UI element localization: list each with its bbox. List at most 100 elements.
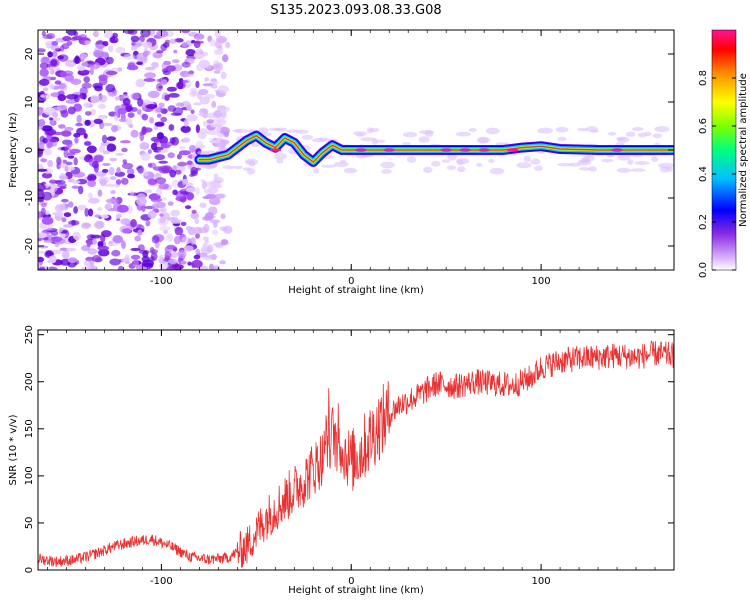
halo-blob <box>534 165 544 171</box>
noise-blob <box>103 30 113 39</box>
halo-blob <box>286 129 300 133</box>
noise-blob <box>155 177 167 185</box>
noise-blob <box>67 166 75 171</box>
halo-blob <box>632 127 644 131</box>
noise-blob <box>77 34 87 39</box>
noise-blob <box>140 30 151 38</box>
noise-blob <box>92 30 99 38</box>
noise-blob <box>174 38 184 43</box>
noise-blob <box>111 249 121 257</box>
noise-blob <box>64 61 76 68</box>
halo-blob <box>245 158 258 166</box>
snr-plot-area <box>38 330 674 570</box>
noise-blob <box>201 180 207 190</box>
noise-blob <box>121 228 131 234</box>
noise-blob <box>219 260 227 265</box>
noise-blob <box>101 230 112 238</box>
noise-blob <box>137 229 143 236</box>
halo-blob <box>374 139 386 143</box>
noise-blob <box>127 112 135 118</box>
noise-blob <box>42 87 49 92</box>
noise-blob <box>66 247 77 252</box>
noise-blob <box>198 59 210 69</box>
noise-blob <box>65 99 78 104</box>
spectrogram-xtick-label-1: 0 <box>348 276 354 287</box>
noise-blob <box>94 214 101 218</box>
noise-blob <box>98 114 108 119</box>
noise-blob <box>124 254 130 262</box>
noise-blob <box>170 112 182 116</box>
spectrogram-ridge <box>194 130 674 167</box>
noise-blob <box>202 83 214 87</box>
noise-blob <box>130 92 140 100</box>
noise-blob <box>139 132 145 142</box>
noise-blob <box>87 175 92 182</box>
noise-blob <box>39 118 45 127</box>
halo-blob <box>423 166 433 174</box>
noise-blob <box>38 256 45 263</box>
noise-blob <box>83 76 90 83</box>
halo-blob <box>617 154 631 161</box>
noise-blob <box>158 165 170 174</box>
noise-blob <box>43 226 53 231</box>
noise-blob <box>182 179 187 186</box>
noise-blob <box>93 118 103 125</box>
noise-blob <box>64 126 74 132</box>
halo-blob <box>301 134 314 140</box>
noise-blob <box>179 80 189 83</box>
noise-blob <box>60 130 72 137</box>
noise-blob <box>216 133 225 137</box>
halo-blob <box>257 127 269 134</box>
noise-blob <box>164 39 170 45</box>
noise-blob <box>180 260 187 265</box>
halo-blob <box>557 136 567 142</box>
noise-blob <box>100 214 109 219</box>
noise-blob <box>38 232 48 239</box>
noise-blob <box>151 235 160 244</box>
noise-blob <box>130 191 135 197</box>
noise-blob <box>220 106 231 113</box>
noise-blob <box>210 123 220 128</box>
noise-blob <box>206 119 215 124</box>
noise-blob <box>142 50 149 58</box>
noise-blob <box>72 231 81 241</box>
noise-blob <box>139 142 150 150</box>
noise-blob <box>194 218 200 225</box>
noise-blob <box>146 128 151 133</box>
noise-blob <box>142 41 153 48</box>
noise-blob <box>106 143 117 152</box>
noise-blob <box>183 245 194 252</box>
noise-blob <box>121 177 129 185</box>
ridge-peak-4 <box>459 148 472 152</box>
noise-blob <box>149 247 155 254</box>
noise-blob <box>58 124 66 129</box>
noise-blob <box>126 168 135 175</box>
noise-blob <box>154 121 165 127</box>
halo-blob <box>654 126 670 133</box>
noise-blob <box>71 180 81 184</box>
noise-blob <box>161 63 167 70</box>
noise-blob <box>151 61 159 69</box>
noise-blob <box>87 61 96 65</box>
noise-blob <box>153 201 160 206</box>
noise-blob <box>165 65 176 72</box>
noise-blob <box>217 85 229 94</box>
noise-blob <box>127 173 135 179</box>
noise-blob <box>51 41 59 46</box>
noise-blob <box>54 243 60 248</box>
noise-blob <box>121 162 134 170</box>
noise-blob <box>55 211 64 217</box>
halo-blob <box>568 162 581 167</box>
noise-blob <box>193 33 205 40</box>
spectrogram-ytick-label-2: 0 <box>24 147 35 153</box>
halo-blob <box>222 165 236 169</box>
noise-blob <box>66 161 73 166</box>
noise-blob <box>46 266 58 270</box>
noise-blob <box>167 201 174 206</box>
noise-blob <box>84 119 91 126</box>
halo-blob <box>446 165 457 170</box>
noise-blob <box>196 48 203 55</box>
noise-blob <box>187 261 192 266</box>
halo-blob <box>380 161 395 169</box>
